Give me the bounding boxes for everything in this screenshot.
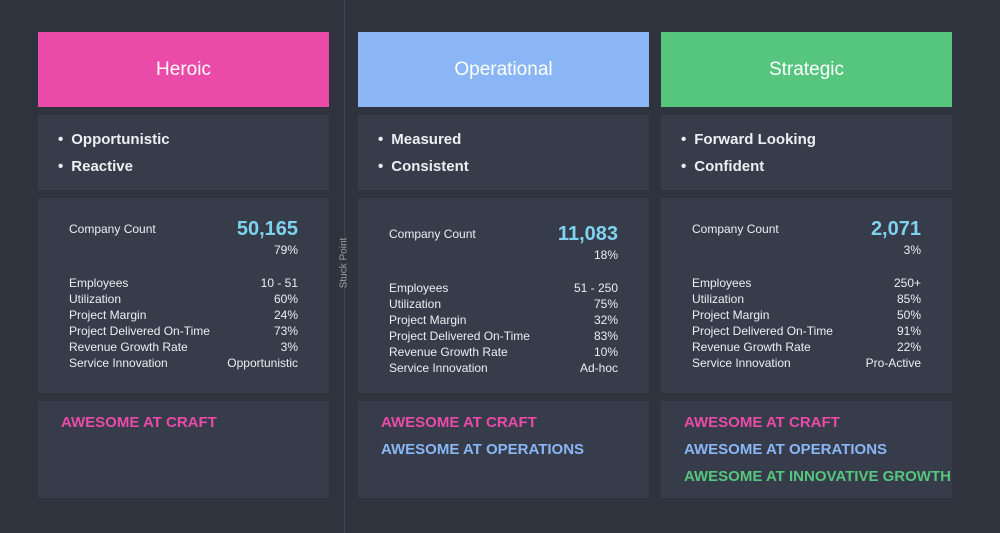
company-share: 18%	[593, 248, 618, 262]
taglines-card: AWESOME AT CRAFT AWESOME AT OPERATIONS AWE…	[661, 401, 952, 498]
stat-row: Employees 10 - 51	[69, 275, 298, 291]
taglines-card: AWESOME AT CRAFT	[38, 401, 329, 498]
company-count-label: Company Count	[389, 227, 476, 241]
traits-card: Measured Consistent	[358, 115, 649, 190]
company-share: 79%	[273, 243, 298, 257]
stuck-point-label: Stuck Point	[338, 237, 350, 289]
stat-label: Employees	[389, 281, 449, 295]
stat-label: Project Margin	[69, 308, 147, 322]
stat-row: Project Margin 24%	[69, 307, 298, 323]
company-count-value: 11,083	[557, 223, 618, 245]
column-header: Strategic	[661, 32, 952, 107]
stat-label: Revenue Growth Rate	[69, 340, 188, 354]
tagline: AWESOME AT CRAFT	[61, 414, 217, 431]
stuck-point-label-wrap: Stuck Point	[335, 238, 353, 288]
stat-row: Project Margin 50%	[692, 307, 921, 323]
company-share: 3%	[903, 243, 921, 257]
stat-row: Revenue Growth Rate 22%	[692, 339, 921, 355]
stat-value: Ad-hoc	[579, 361, 618, 375]
stat-row: Revenue Growth Rate 10%	[389, 344, 618, 360]
stat-row: Project Margin 32%	[389, 312, 618, 328]
stat-label: Project Delivered On-Time	[692, 324, 833, 338]
stats-card: Company Count 2,071 3% Employees 250+ Utili…	[661, 198, 952, 393]
stat-value: 51 - 250	[573, 281, 618, 295]
tagline: AWESOME AT OPERATIONS	[684, 441, 888, 458]
trait-item: Opportunistic	[58, 131, 329, 148]
column-header: Operational	[358, 32, 649, 107]
stat-value: 32%	[593, 313, 618, 327]
stat-label: Project Delivered On-Time	[69, 324, 210, 338]
stat-value: 83%	[593, 329, 618, 343]
stat-row: Service Innovation Opportunistic	[69, 355, 298, 371]
column-strategic: Strategic Forward Looking Confident Compa…	[661, 32, 952, 498]
stat-label: Utilization	[69, 292, 122, 306]
stat-value: 50%	[896, 308, 921, 322]
stat-label: Service Innovation	[69, 356, 168, 370]
trait-item: Consistent	[378, 158, 649, 175]
stats-card: Company Count 11,083 18% Employees 51 - 25…	[358, 198, 649, 393]
traits-card: Forward Looking Confident	[661, 115, 952, 190]
company-count-value: 50,165	[236, 218, 298, 240]
stat-label: Revenue Growth Rate	[692, 340, 811, 354]
taglines-card: AWESOME AT CRAFT AWESOME AT OPERATIONS	[358, 401, 649, 498]
traits-card: Opportunistic Reactive	[38, 115, 329, 190]
stat-label: Service Innovation	[389, 361, 488, 375]
stat-row: Employees 51 - 250	[389, 280, 618, 296]
stat-label: Utilization	[389, 297, 442, 311]
stats-card: Company Count 50,165 79% Employees 10 - 51…	[38, 198, 329, 393]
stat-row: Service Innovation Ad-hoc	[389, 360, 618, 376]
tagline: AWESOME AT OPERATIONS	[381, 441, 585, 458]
trait-item: Reactive	[58, 158, 329, 175]
stat-value: 10 - 51	[260, 276, 298, 290]
company-count-label: Company Count	[69, 222, 156, 236]
stat-row: Utilization 75%	[389, 296, 618, 312]
stat-value: Pro-Active	[865, 356, 921, 370]
stat-value: 10%	[593, 345, 618, 359]
trait-item: Measured	[378, 131, 649, 148]
stat-value: 73%	[273, 324, 298, 338]
trait-item: Forward Looking	[681, 131, 952, 148]
stat-value: 22%	[896, 340, 921, 354]
column-heroic: Heroic Opportunistic Reactive Company Cou…	[38, 32, 329, 498]
stat-label: Utilization	[692, 292, 745, 306]
stat-label: Project Delivered On-Time	[389, 329, 530, 343]
stat-value: 91%	[896, 324, 921, 338]
stat-row: Utilization 85%	[692, 291, 921, 307]
stat-label: Revenue Growth Rate	[389, 345, 508, 359]
stat-row: Project Delivered On-Time 91%	[692, 323, 921, 339]
trait-item: Confident	[681, 158, 952, 175]
stat-label: Service Innovation	[692, 356, 791, 370]
stat-value: 24%	[273, 308, 298, 322]
stat-row: Employees 250+	[692, 275, 921, 291]
company-count-label: Company Count	[692, 222, 779, 236]
stat-value: 85%	[896, 292, 921, 306]
company-count-value: 2,071	[870, 218, 921, 240]
column-header: Heroic	[38, 32, 329, 107]
stat-value: Opportunistic	[227, 356, 298, 370]
tagline: AWESOME AT CRAFT	[684, 414, 840, 431]
stat-row: Project Delivered On-Time 83%	[389, 328, 618, 344]
stat-row: Revenue Growth Rate 3%	[69, 339, 298, 355]
stat-row: Project Delivered On-Time 73%	[69, 323, 298, 339]
tagline: AWESOME AT CRAFT	[381, 414, 537, 431]
stat-label: Employees	[69, 276, 129, 290]
column-operational: Operational Measured Consistent Company C…	[358, 32, 649, 498]
stat-value: 60%	[273, 292, 298, 306]
stat-value: 75%	[593, 297, 618, 311]
stat-label: Project Margin	[692, 308, 770, 322]
stat-value: 250+	[893, 276, 921, 290]
stat-label: Employees	[692, 276, 752, 290]
stat-label: Project Margin	[389, 313, 467, 327]
stat-row: Service Innovation Pro-Active	[692, 355, 921, 371]
stat-row: Utilization 60%	[69, 291, 298, 307]
tagline: AWESOME AT INNOVATIVE GROWTH	[684, 468, 951, 485]
stat-value: 3%	[280, 340, 298, 354]
